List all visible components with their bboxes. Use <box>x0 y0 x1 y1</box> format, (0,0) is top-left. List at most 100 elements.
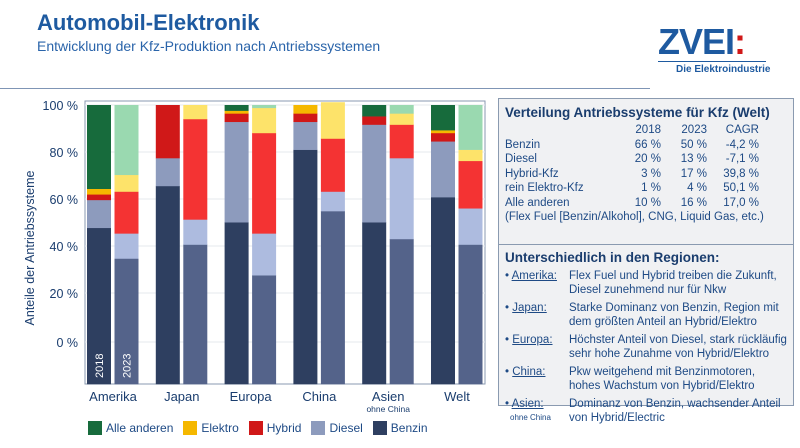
region-item: • Asien: ohne China Dominanz von Benzin, w… <box>505 397 787 425</box>
legend-swatch <box>372 421 387 435</box>
logo-tagline: Die Elektroindustrie <box>676 64 771 75</box>
y-tick-label: 0 % <box>56 336 78 350</box>
region-name: Asien: <box>511 398 544 410</box>
bar-china-2023-benzin <box>320 211 345 385</box>
page-subtitle: Entwicklung der Kfz-Produktion nach Antr… <box>37 38 381 54</box>
bar-amerika-2018-elektro <box>87 188 111 195</box>
bar-asien-2018-alle-anderen <box>362 105 387 117</box>
region-text: Pkw weitgehend mit Benzinmotoren, hohes … <box>569 366 756 392</box>
bar-china-2023-hybrid <box>320 138 345 192</box>
bar-europa-2023-hybrid <box>252 132 277 234</box>
bar-china-2023-elektro <box>320 102 345 139</box>
chart-legend: Alle anderen Elektro Hybrid Diesel Benzin <box>88 421 438 435</box>
y-tick-label: 100 % <box>43 99 78 113</box>
bar-europa-2023-alle-anderen <box>252 105 277 109</box>
bar-europa-2018-hybrid <box>224 113 249 123</box>
legend-item: Alle anderen <box>88 421 173 435</box>
region-item: • Europa: Höchster Anteil von Diesel, sta… <box>505 334 787 360</box>
bar-europa-2023-elektro <box>252 107 277 134</box>
legend-swatch <box>311 421 326 435</box>
table-header: 2023 <box>681 124 707 136</box>
bar-welt-2023-diesel <box>458 208 483 245</box>
bar-china-2018-elektro <box>293 105 318 114</box>
table-cell: 4 % <box>687 182 707 194</box>
x-category-label: Asien <box>372 389 405 404</box>
bar-europa-2018-elektro <box>224 110 249 114</box>
region-text: Flex Fuel und Hybrid treiben die Zukunft… <box>569 270 777 296</box>
bar-welt-2023-hybrid <box>458 160 483 209</box>
region-text: Dominanz von Benzin, wachsender Anteil v… <box>569 398 781 424</box>
table-cell: 10 % <box>634 196 661 209</box>
region-name: China: <box>512 366 546 378</box>
legend-swatch <box>88 421 102 435</box>
bar-welt-2018-hybrid <box>431 132 455 142</box>
table-cell: 1 % <box>641 182 661 194</box>
legend-label: Benzin <box>390 421 428 435</box>
zvei-logo: ZVEI: Die Elektroindustrie <box>658 24 798 84</box>
bar-japan-2023-diesel <box>183 219 208 245</box>
bar-welt-2018-diesel <box>431 141 455 198</box>
bar-japan-2018-diesel <box>155 158 180 187</box>
region-item: • Japan: Starke Dominanz von Benzin, Regi… <box>505 301 787 329</box>
x-category-label: Japan <box>164 389 199 404</box>
bar-japan-2018-hybrid <box>155 105 180 159</box>
legend-label: Alle anderen <box>106 421 174 435</box>
bar-amerika-2023-hybrid <box>114 191 139 234</box>
table-header <box>505 123 623 138</box>
bar-europa-2018-alle-anderen <box>224 105 249 111</box>
table-row: rein Elektro-Kfz 1 % 4 % 50,1 % <box>505 181 759 196</box>
table-cell: rein Elektro-Kfz <box>505 182 584 194</box>
table-cell: Benzin <box>505 138 541 151</box>
bar-asien-2023-alle-anderen <box>389 105 414 114</box>
y-tick-label: 20 % <box>50 287 79 301</box>
table-row: Alle anderen 10 % 16 % 17,0 % <box>505 196 759 211</box>
bar-japan-2018-benzin <box>155 185 180 385</box>
bar-china-2018-hybrid <box>293 113 318 123</box>
table-cell: Hybrid-Kfz <box>505 167 559 180</box>
legend-label: Hybrid <box>266 421 302 435</box>
region-name: Japan: <box>512 302 547 314</box>
bar-amerika-2023-benzin <box>114 258 139 385</box>
bar-asien-2018-diesel <box>362 124 387 223</box>
table-cell: 17,0 % <box>723 196 759 209</box>
y-tick-label: 40 % <box>50 240 79 254</box>
bar-japan-2023-elektro <box>183 105 208 120</box>
x-category-label: China <box>302 389 337 404</box>
bar-china-2023-diesel <box>320 191 345 212</box>
region-text: Höchster Anteil von Diesel, stark rücklä… <box>569 334 787 360</box>
table-cell: Alle anderen <box>505 196 570 209</box>
bar-europa-2023-benzin <box>252 275 277 385</box>
bar-europa-2023-diesel <box>252 233 277 276</box>
world-distribution-table: 2018 2023 CAGR Benzin 66 % 50 % -4,2 % Diese… <box>505 123 759 210</box>
world-distribution-box: Verteilung Antriebssysteme für Kfz (Welt… <box>499 99 793 245</box>
table-row: Hybrid-Kfz 3 % 17 % 39,8 % <box>505 167 759 182</box>
table-cell: 13 % <box>680 153 707 165</box>
table-row: Diesel 20 % 13 % -7,1 % <box>505 152 759 167</box>
bar-welt-2023-elektro <box>458 149 483 162</box>
bar-amerika-2018-benzin <box>87 227 111 385</box>
table-cell: -4,2 % <box>725 138 759 151</box>
table-cell: 39,8 % <box>723 167 759 180</box>
info-panel: Verteilung Antriebssysteme für Kfz (Welt… <box>498 98 794 424</box>
bar-asien-2023-elektro <box>389 113 414 125</box>
legend-item: Hybrid <box>248 421 302 435</box>
world-distribution-title: Verteilung Antriebssysteme für Kfz (Welt… <box>505 105 770 120</box>
table-cell: 20 % <box>634 153 661 165</box>
region-name: Europa: <box>512 334 553 346</box>
legend-label: Diesel <box>329 421 363 435</box>
table-cell: 66 % <box>634 138 661 151</box>
bar-amerika-2023-alle-anderen <box>114 105 139 176</box>
y-axis-label: Anteile der Antriebssysteme <box>23 170 37 325</box>
table-row: Benzin 66 % 50 % -4,2 % <box>505 138 759 153</box>
legend-swatch <box>248 421 263 435</box>
bar-amerika-2023-elektro <box>114 174 139 192</box>
bar-welt-2018-alle-anderen <box>431 105 455 131</box>
region-item: • Amerika: Flex Fuel und Hybrid treiben d… <box>505 269 787 297</box>
x-category-label: Amerika <box>89 389 137 404</box>
table-cell: 17 % <box>680 167 707 180</box>
legend-item: Elektro <box>183 421 239 435</box>
x-category-label: Europa <box>230 389 273 404</box>
bar-welt-2023-alle-anderen <box>458 105 483 150</box>
bar-asien-2018-benzin <box>362 222 387 385</box>
bar-amerika-2018-diesel <box>87 199 111 229</box>
